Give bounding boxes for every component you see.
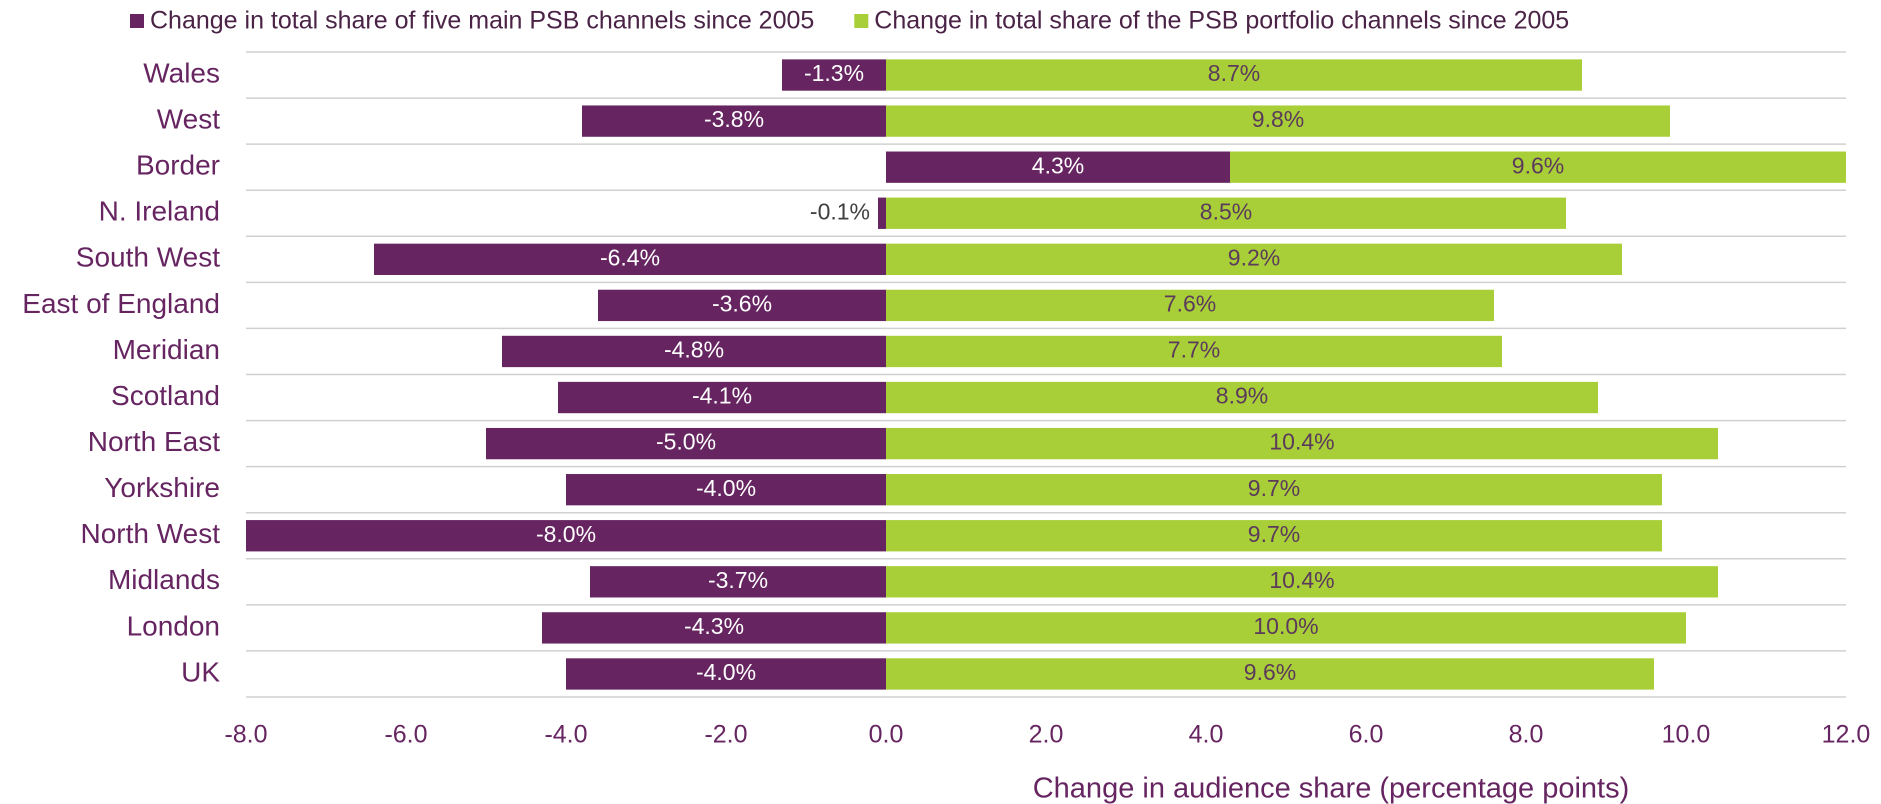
legend-swatch xyxy=(854,14,869,28)
x-tick-label: 8.0 xyxy=(1509,721,1544,749)
x-tick-label: 10.0 xyxy=(1662,721,1711,749)
x-tick-label: 4.0 xyxy=(1189,721,1224,749)
legend-label: Change in total share of the PSB portfol… xyxy=(874,7,1569,35)
data-label: 9.6% xyxy=(1244,659,1296,685)
y-tick-label: Meridian xyxy=(113,334,220,365)
bar xyxy=(782,59,886,91)
data-label: 9.7% xyxy=(1248,475,1300,501)
y-tick-label: Scotland xyxy=(111,380,220,411)
y-tick-label: West xyxy=(157,103,220,134)
x-tick-label: 2.0 xyxy=(1029,721,1064,749)
x-tick-label: 6.0 xyxy=(1349,721,1384,749)
x-axis-title: Change in audience share (percentage poi… xyxy=(1033,773,1630,804)
x-tick-label: -6.0 xyxy=(384,721,427,749)
y-tick-label: Midlands xyxy=(108,564,220,595)
bar xyxy=(566,658,886,690)
data-label: -4.0% xyxy=(696,659,756,685)
data-label: 8.7% xyxy=(1208,60,1260,86)
bar xyxy=(886,658,1654,690)
y-tick-label: North West xyxy=(80,518,220,549)
data-label: -6.4% xyxy=(600,244,660,270)
data-label: -8.0% xyxy=(536,521,596,547)
data-label: 10.4% xyxy=(1269,429,1334,455)
bar xyxy=(582,105,886,137)
bar xyxy=(886,289,1494,322)
bar xyxy=(886,197,1566,229)
bar xyxy=(502,335,886,368)
data-label: 7.6% xyxy=(1164,290,1216,316)
bar xyxy=(1230,151,1846,183)
bar xyxy=(886,566,1718,598)
y-tick-label: North East xyxy=(88,426,220,457)
data-label: 10.4% xyxy=(1269,567,1334,593)
data-label: -3.8% xyxy=(704,106,764,132)
y-tick-label: N. Ireland xyxy=(99,196,220,227)
data-label: 9.8% xyxy=(1252,106,1304,132)
x-tick-label: 12.0 xyxy=(1822,721,1871,749)
y-tick-label: Border xyxy=(136,150,220,181)
bar xyxy=(878,197,886,229)
x-tick-label: -8.0 xyxy=(224,721,267,749)
data-label: 9.6% xyxy=(1512,152,1564,178)
data-label: 10.0% xyxy=(1253,613,1318,639)
data-label: -4.3% xyxy=(684,613,744,639)
data-label: 8.5% xyxy=(1200,198,1252,224)
bar xyxy=(598,289,886,322)
data-label: 7.7% xyxy=(1168,337,1220,363)
bar xyxy=(886,427,1718,460)
bars xyxy=(246,59,1846,690)
bar xyxy=(374,243,886,275)
bar xyxy=(886,151,1230,183)
x-tick-label: -4.0 xyxy=(544,721,587,749)
data-label: -5.0% xyxy=(656,429,716,455)
data-label: -3.7% xyxy=(708,567,768,593)
y-tick-label: Yorkshire xyxy=(104,472,220,503)
y-tick-label: South West xyxy=(76,242,220,273)
legend-swatch xyxy=(130,14,144,28)
bar xyxy=(558,381,886,414)
data-label: -1.3% xyxy=(804,60,864,86)
data-label: -4.8% xyxy=(664,337,724,363)
bar xyxy=(886,105,1670,137)
bar xyxy=(886,381,1598,414)
y-tick-label: UK xyxy=(181,656,220,687)
bar xyxy=(886,520,1662,552)
bar xyxy=(886,243,1622,275)
data-label: 9.2% xyxy=(1228,244,1280,270)
data-label: -0.1% xyxy=(810,198,870,224)
y-tick-label: London xyxy=(127,610,220,641)
bar xyxy=(566,474,886,506)
x-tick-label: -2.0 xyxy=(704,721,747,749)
bar xyxy=(542,612,886,644)
data-label: 4.3% xyxy=(1032,152,1084,178)
bar xyxy=(886,474,1662,506)
data-label: -3.6% xyxy=(712,290,772,316)
bar xyxy=(246,520,886,552)
data-label: -4.1% xyxy=(692,383,752,409)
bar xyxy=(886,59,1582,91)
bar xyxy=(886,612,1686,644)
data-label: 8.9% xyxy=(1216,383,1268,409)
legend-label: Change in total share of five main PSB c… xyxy=(150,7,814,35)
bar xyxy=(886,335,1502,368)
y-tick-label: East of England xyxy=(22,288,220,319)
data-label: -4.0% xyxy=(696,475,756,501)
bar xyxy=(590,566,886,598)
bar xyxy=(486,427,886,460)
y-tick-label: Wales xyxy=(143,57,220,88)
x-tick-label: 0.0 xyxy=(869,721,904,749)
data-label: 9.7% xyxy=(1248,521,1300,547)
